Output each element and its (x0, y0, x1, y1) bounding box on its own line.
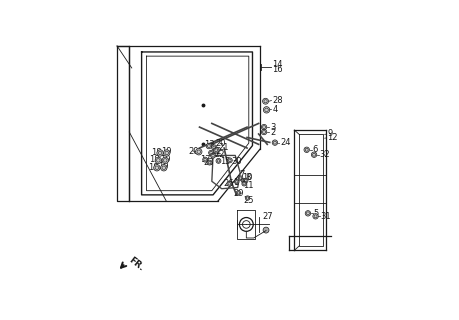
Circle shape (207, 160, 212, 165)
Circle shape (154, 164, 160, 171)
Circle shape (305, 211, 311, 216)
Text: 28: 28 (272, 96, 283, 105)
Text: 19: 19 (160, 155, 170, 164)
Circle shape (212, 145, 217, 150)
Text: 6: 6 (313, 145, 318, 154)
Text: 18: 18 (151, 148, 162, 157)
Circle shape (206, 143, 212, 149)
Circle shape (213, 148, 219, 153)
Text: 1: 1 (233, 178, 239, 187)
Text: 8: 8 (245, 173, 251, 182)
Text: 9: 9 (327, 129, 332, 138)
Text: 12: 12 (327, 133, 338, 142)
Circle shape (211, 153, 216, 158)
Circle shape (244, 178, 248, 183)
Circle shape (304, 147, 309, 153)
Circle shape (241, 178, 246, 183)
Circle shape (263, 98, 269, 104)
Text: 31: 31 (320, 212, 331, 221)
Text: 32: 32 (320, 150, 330, 159)
Text: 22: 22 (214, 150, 225, 159)
Circle shape (161, 164, 167, 171)
Circle shape (157, 150, 163, 156)
Circle shape (246, 196, 250, 200)
Circle shape (209, 150, 213, 155)
Text: 13: 13 (204, 140, 215, 149)
Text: 23: 23 (204, 158, 214, 167)
Circle shape (313, 213, 318, 219)
Text: 19: 19 (158, 162, 169, 171)
Text: 5: 5 (313, 209, 319, 218)
Circle shape (203, 157, 207, 162)
Text: 18: 18 (148, 163, 158, 172)
Text: 19: 19 (161, 147, 172, 156)
Text: 14: 14 (272, 60, 283, 69)
Circle shape (162, 157, 168, 164)
Text: 7: 7 (240, 170, 245, 179)
Circle shape (242, 181, 246, 186)
Circle shape (272, 140, 278, 145)
Circle shape (236, 191, 241, 195)
Text: 24: 24 (280, 138, 291, 147)
Circle shape (311, 152, 317, 157)
Text: 29: 29 (234, 189, 244, 198)
Text: 21: 21 (218, 143, 229, 152)
Text: 18: 18 (150, 155, 160, 164)
Text: 26: 26 (224, 179, 234, 188)
Text: 16: 16 (272, 65, 283, 74)
Circle shape (163, 150, 170, 156)
Circle shape (238, 176, 243, 180)
Circle shape (227, 181, 232, 186)
Text: 27: 27 (263, 212, 274, 221)
Text: 3: 3 (270, 123, 275, 132)
Text: FR.: FR. (127, 256, 146, 273)
Circle shape (263, 227, 269, 233)
Text: 4: 4 (272, 105, 277, 114)
Circle shape (216, 158, 221, 163)
Text: 17: 17 (200, 155, 211, 164)
Text: 25: 25 (244, 196, 254, 204)
Text: 10: 10 (242, 173, 252, 182)
Text: 20: 20 (189, 147, 199, 156)
Circle shape (196, 148, 202, 155)
Circle shape (155, 157, 162, 164)
Circle shape (263, 107, 270, 113)
Circle shape (261, 129, 267, 135)
Text: 2: 2 (270, 128, 275, 137)
Text: 11: 11 (243, 181, 253, 190)
Text: 15: 15 (220, 157, 230, 166)
Circle shape (227, 158, 232, 163)
Text: 30: 30 (231, 157, 241, 166)
Circle shape (235, 180, 239, 184)
Circle shape (261, 124, 267, 130)
Text: 22: 22 (212, 147, 222, 156)
Text: 20: 20 (215, 139, 225, 148)
